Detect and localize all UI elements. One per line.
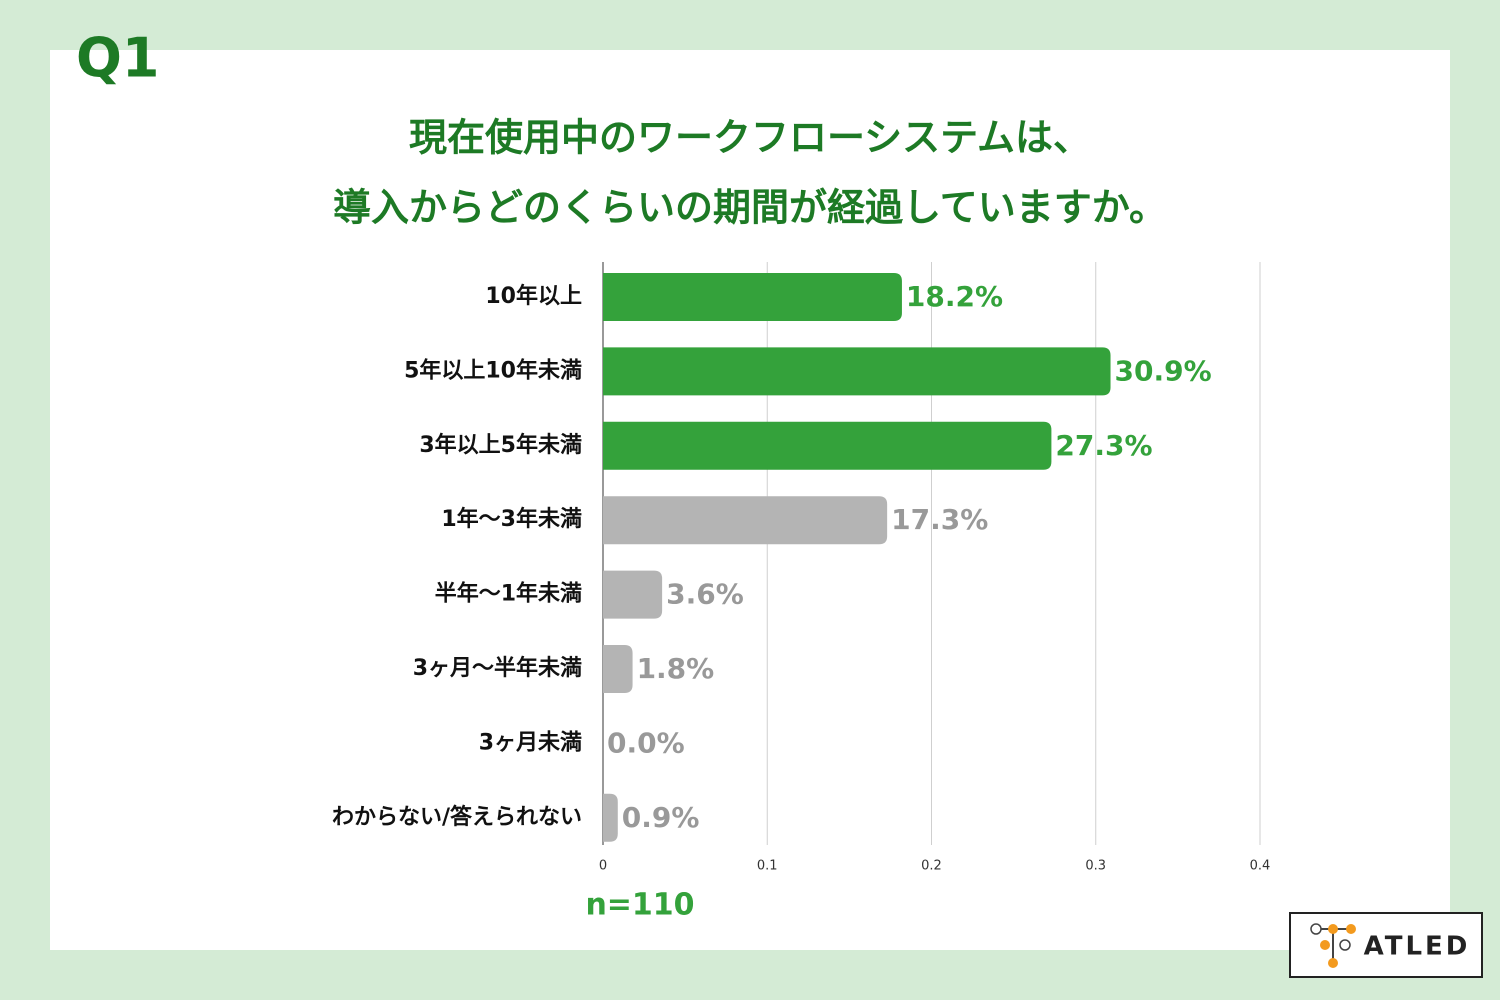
x-tick-label: 0.3 xyxy=(1085,859,1106,874)
logo-dot xyxy=(1320,940,1330,950)
y-tick-label: 3年以上5年未満 xyxy=(419,432,582,458)
x-tick-label: 0.4 xyxy=(1250,859,1271,874)
bar xyxy=(603,645,633,693)
logo-dot xyxy=(1328,924,1338,934)
bar xyxy=(603,347,1111,396)
y-tick-label: わからない/答えられない xyxy=(332,804,582,830)
value-label: 0.0% xyxy=(607,726,685,759)
logo-text: ATLED xyxy=(1364,932,1471,962)
value-label: 18.2% xyxy=(906,280,1003,313)
y-tick-label: 5年以上10年未満 xyxy=(404,357,582,383)
x-tick-label: 0.1 xyxy=(757,859,778,874)
title-line: 導入からどのくらいの期間が経過していますか。 xyxy=(333,186,1167,230)
bar xyxy=(603,793,618,842)
logo-dot xyxy=(1346,924,1356,934)
y-tick-label: 1年〜3年未満 xyxy=(441,506,582,532)
value-label: 27.3% xyxy=(1055,429,1152,462)
logo-dot xyxy=(1328,958,1338,968)
question-number: Q1 xyxy=(76,27,159,90)
y-tick-label: 3ヶ月未満 xyxy=(479,729,582,755)
value-label: 17.3% xyxy=(891,503,988,536)
value-label: 1.8% xyxy=(637,652,715,685)
x-tick-label: 0 xyxy=(599,859,607,874)
bar xyxy=(603,273,902,321)
y-tick-label: 10年以上 xyxy=(485,283,582,309)
bar xyxy=(603,570,663,619)
x-tick-label: 0.2 xyxy=(921,859,942,874)
value-label: 3.6% xyxy=(666,578,744,611)
logo-dot xyxy=(1339,939,1351,951)
bar xyxy=(603,496,888,545)
bar xyxy=(603,421,1052,470)
sample-size: n=110 xyxy=(585,888,694,923)
y-tick-label: 半年〜1年未満 xyxy=(435,581,582,607)
logo-dot xyxy=(1310,923,1322,935)
logo: ATLED xyxy=(1289,912,1483,978)
value-label: 0.9% xyxy=(622,801,700,834)
value-label: 30.9% xyxy=(1115,354,1212,387)
title-line: 現在使用中のワークフローシステムは、 xyxy=(409,116,1091,160)
plot: 0 0.1 0.2 0.3 0.4 10年以上 18.2% 5年以上10年未満 30.9% 3年以… xyxy=(332,262,1270,874)
y-tick-label: 3ヶ月〜半年未満 xyxy=(413,655,582,681)
